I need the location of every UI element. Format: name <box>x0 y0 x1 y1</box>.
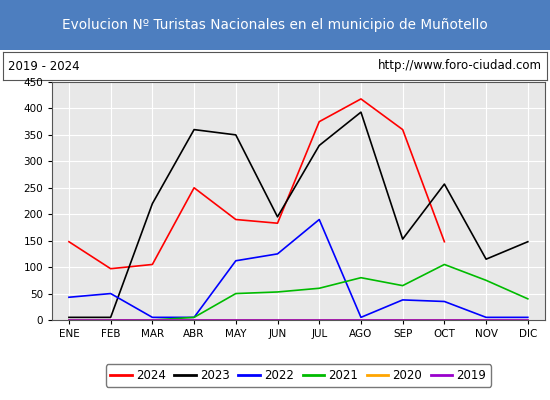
Text: Evolucion Nº Turistas Nacionales en el municipio de Muñotello: Evolucion Nº Turistas Nacionales en el m… <box>62 18 488 32</box>
Text: 2019 - 2024: 2019 - 2024 <box>8 60 80 72</box>
Text: http://www.foro-ciudad.com: http://www.foro-ciudad.com <box>378 60 542 72</box>
Legend: 2024, 2023, 2022, 2021, 2020, 2019: 2024, 2023, 2022, 2021, 2020, 2019 <box>106 364 491 387</box>
